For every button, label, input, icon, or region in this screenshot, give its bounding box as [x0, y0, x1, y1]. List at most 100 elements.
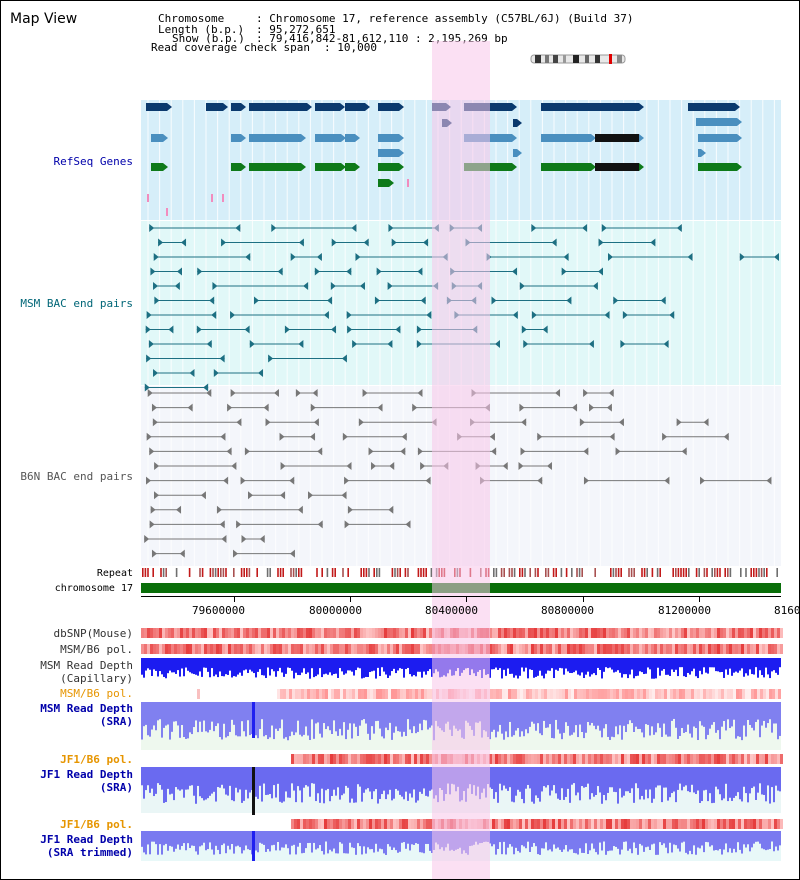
depth-bar: [757, 658, 759, 678]
bac-end: [151, 549, 157, 558]
depth-bar: [647, 831, 649, 847]
depth-bar: [363, 702, 365, 720]
depth-bar: [595, 658, 597, 676]
bac-end: [563, 253, 569, 261]
heat-cell: [741, 754, 744, 764]
bac-end: [312, 389, 318, 397]
depth-bar: [617, 767, 619, 804]
heat-cell: [675, 628, 678, 638]
depth-bar: [165, 767, 167, 803]
depth-bar: [197, 767, 199, 786]
heat-cell: [663, 754, 666, 764]
depth-bar: [175, 658, 177, 674]
heat-cell: [661, 689, 664, 699]
heat-cell: [357, 819, 360, 829]
bac-end: [280, 462, 286, 470]
msm-depth-capillary-label-1: MSM Read Depth: [40, 659, 133, 672]
depth-bar: [747, 767, 749, 803]
bac-end: [144, 535, 150, 543]
depth-bar: [701, 767, 703, 802]
msm-bac-label[interactable]: MSM BAC end pairs: [20, 297, 133, 310]
heat-cell: [507, 628, 510, 638]
repeat-mark: [321, 568, 323, 577]
heat-cell: [754, 689, 757, 699]
depth-bar: [499, 831, 501, 843]
heat-cell: [588, 819, 591, 829]
depth-bar: [753, 702, 755, 731]
depth-bar: [631, 702, 633, 724]
depth-bar: [379, 831, 381, 849]
depth-bar: [651, 702, 653, 727]
repeat-mark: [240, 568, 243, 577]
depth-bar: [237, 767, 239, 793]
repeat-mark: [511, 568, 513, 577]
heat-cell: [510, 819, 513, 829]
depth-bar: [571, 658, 573, 674]
depth-bar: [243, 831, 245, 851]
bac-end: [618, 418, 624, 427]
depth-bar: [663, 702, 665, 724]
heat-cell: [760, 689, 763, 699]
depth-bar: [231, 767, 233, 801]
heat-cell: [538, 689, 541, 699]
heat-cell: [528, 644, 531, 654]
depth-bar: [507, 702, 509, 738]
bac-end: [153, 282, 159, 290]
depth-bar: [559, 831, 561, 850]
depth-bar: [159, 767, 161, 785]
depth-bar: [311, 831, 313, 853]
depth-bar: [779, 658, 781, 668]
bac-end: [561, 267, 567, 276]
repeat-mark: [628, 568, 630, 577]
depth-bar: [407, 831, 409, 844]
heat-cell: [583, 689, 586, 699]
heat-cell: [312, 628, 315, 638]
repeat-mark: [347, 568, 349, 577]
repeat-mark: [220, 568, 222, 577]
heat-cell: [240, 628, 243, 638]
heat-cell: [363, 628, 366, 638]
heat-cell: [720, 754, 723, 764]
bac-end: [295, 389, 301, 397]
repeat-mark: [290, 568, 292, 577]
heat-cell: [330, 819, 333, 829]
depth-bar: [537, 831, 539, 855]
depth-bar: [657, 658, 659, 668]
selected-region-highlight[interactable]: [432, 41, 490, 879]
jf1-b6-pol-label-2: JF1/B6 pol.: [60, 818, 133, 831]
heat-cell: [663, 819, 666, 829]
refseq-genes-label[interactable]: RefSeq Genes: [53, 155, 133, 168]
bac-end: [223, 476, 229, 485]
bac-end: [346, 267, 352, 276]
heat-cell: [528, 754, 531, 764]
heat-cell: [264, 628, 267, 638]
depth-bar: [157, 658, 159, 677]
bac-end: [148, 340, 154, 348]
heat-cell: [597, 819, 600, 829]
depth-bar: [357, 767, 359, 785]
depth-bar: [231, 658, 233, 678]
heat-cell: [225, 628, 228, 638]
heat-cell: [555, 819, 558, 829]
heat-cell: [642, 628, 645, 638]
depth-bar: [355, 658, 357, 671]
heat-cell: [558, 819, 561, 829]
depth-bar: [541, 658, 543, 676]
heat-cell: [753, 819, 756, 829]
bac-end: [417, 267, 423, 276]
bac-end: [531, 311, 537, 319]
depth-bar: [361, 831, 363, 855]
depth-bar: [675, 767, 677, 803]
b6n-bac-label[interactable]: B6N BAC end pairs: [20, 470, 133, 483]
heat-cell: [672, 644, 675, 654]
depth-bar: [265, 702, 267, 736]
depth-bar: [365, 767, 367, 790]
depth-bar: [323, 767, 325, 804]
chromosome-ideogram[interactable]: [529, 54, 627, 64]
depth-bar: [167, 767, 169, 789]
bac-end: [206, 389, 212, 397]
heat-cell: [720, 628, 723, 638]
heat-cell: [289, 689, 292, 699]
depth-bar: [177, 831, 179, 845]
